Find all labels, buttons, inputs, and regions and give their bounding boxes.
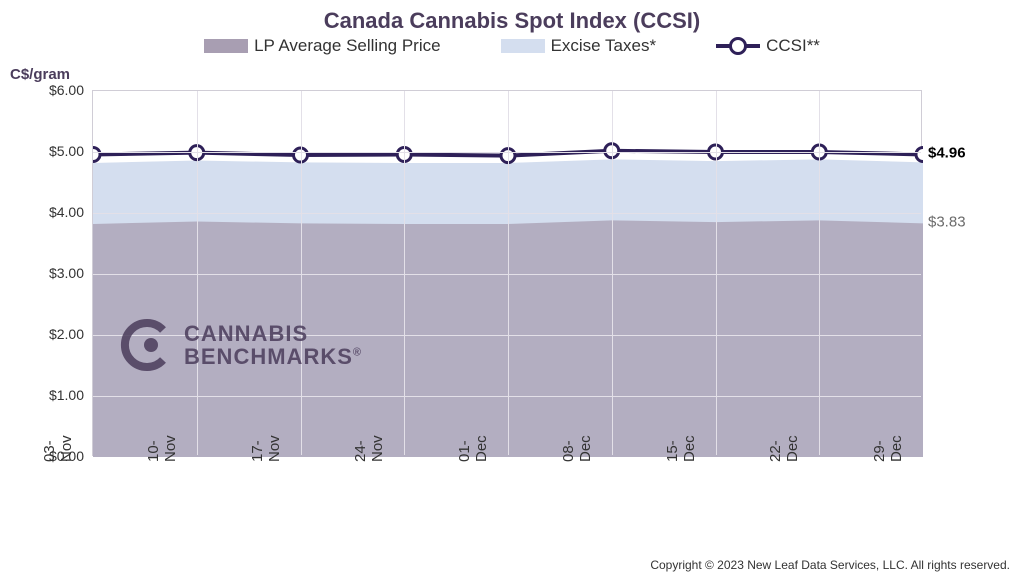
plot-area bbox=[92, 90, 922, 456]
x-tick-label: 15-Dec bbox=[664, 435, 698, 462]
y-tick-label: $2.00 bbox=[32, 326, 84, 342]
logo-tm: ® bbox=[353, 347, 362, 359]
x-tick-label: 03-Nov bbox=[41, 435, 75, 462]
logo-line1: CANNABIS bbox=[184, 321, 308, 346]
legend-label-lp: LP Average Selling Price bbox=[254, 36, 441, 56]
legend: LP Average Selling Price Excise Taxes* C… bbox=[0, 36, 1024, 56]
end-label: $3.83 bbox=[928, 214, 966, 231]
hgrid bbox=[93, 213, 921, 214]
vgrid bbox=[716, 91, 717, 455]
marker-ccsi bbox=[93, 147, 100, 161]
legend-item-lp: LP Average Selling Price bbox=[204, 36, 441, 56]
hgrid bbox=[93, 396, 921, 397]
marker-ccsi bbox=[916, 147, 923, 161]
watermark-logo: CANNABIS BENCHMARKS® bbox=[120, 318, 362, 372]
x-tick-label: 10-Nov bbox=[145, 435, 179, 462]
legend-item-excise: Excise Taxes* bbox=[501, 36, 657, 56]
vgrid bbox=[404, 91, 405, 455]
vgrid bbox=[508, 91, 509, 455]
copyright: Copyright © 2023 New Leaf Data Services,… bbox=[650, 558, 1010, 572]
plot-wrap: CANNABIS BENCHMARKS® $0.00$1.00$2.00$3.0… bbox=[92, 90, 922, 456]
logo-text: CANNABIS BENCHMARKS® bbox=[184, 322, 362, 368]
legend-label-ccsi: CCSI** bbox=[766, 36, 820, 56]
legend-item-ccsi: CCSI** bbox=[716, 36, 820, 56]
y-tick-label: $1.00 bbox=[32, 387, 84, 403]
x-tick-label: 01-Dec bbox=[456, 435, 490, 462]
y-tick-label: $6.00 bbox=[32, 82, 84, 98]
vgrid bbox=[612, 91, 613, 455]
y-tick-label: $5.00 bbox=[32, 143, 84, 159]
logo-icon bbox=[120, 318, 174, 372]
y-tick-label: $3.00 bbox=[32, 265, 84, 281]
chart-title: Canada Cannabis Spot Index (CCSI) bbox=[0, 0, 1024, 34]
x-tick-label: 29-Dec bbox=[871, 435, 905, 462]
hgrid bbox=[93, 274, 921, 275]
swatch-excise bbox=[501, 39, 545, 53]
x-tick-label: 17-Nov bbox=[249, 435, 283, 462]
hgrid bbox=[93, 152, 921, 153]
y-tick-label: $4.00 bbox=[32, 204, 84, 220]
vgrid bbox=[819, 91, 820, 455]
swatch-ccsi bbox=[716, 39, 760, 53]
vgrid bbox=[301, 91, 302, 455]
vgrid bbox=[197, 91, 198, 455]
x-tick-label: 22-Dec bbox=[767, 435, 801, 462]
x-tick-label: 24-Nov bbox=[352, 435, 386, 462]
y-axis-title: C$/gram bbox=[10, 66, 70, 83]
x-tick-label: 08-Dec bbox=[560, 435, 594, 462]
legend-label-excise: Excise Taxes* bbox=[551, 36, 657, 56]
logo-line2: BENCHMARKS bbox=[184, 344, 353, 369]
swatch-lp bbox=[204, 39, 248, 53]
end-label: $4.96 bbox=[928, 145, 966, 162]
